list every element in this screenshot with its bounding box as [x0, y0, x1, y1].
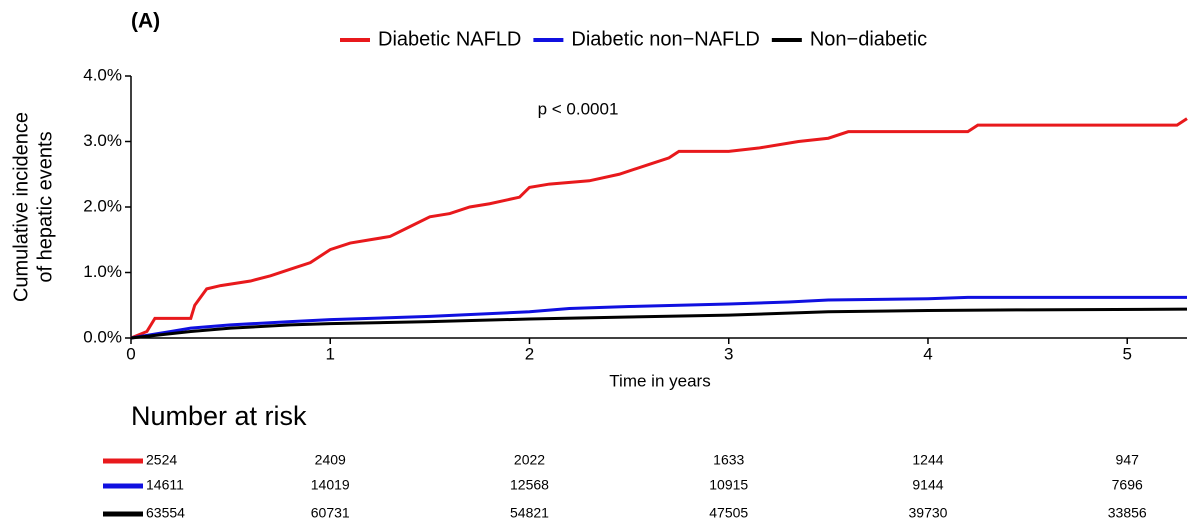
x-tick-label: 3 [724, 344, 733, 363]
risk-count: 10915 [709, 477, 748, 493]
x-tick-label: 0 [126, 344, 135, 363]
x-tick-label: 1 [326, 344, 335, 363]
risk-count: 39730 [909, 505, 948, 521]
risk-count: 7696 [1112, 477, 1143, 493]
risk-count: 12568 [510, 477, 549, 493]
panel-label: (A) [131, 10, 160, 33]
risk-count: 54821 [510, 505, 549, 521]
legend-label: Non−diabetic [810, 28, 927, 50]
x-tick-label: 5 [1122, 344, 1131, 363]
x-axis-label: Time in years [609, 371, 710, 390]
legend-label: Diabetic NAFLD [378, 28, 521, 50]
y-axis-label: Cumulative incidence [10, 112, 32, 302]
risk-count: 2524 [146, 452, 177, 468]
x-tick-label: 4 [923, 344, 932, 363]
y-tick-label: 3.0% [83, 131, 122, 150]
y-tick-label: 0.0% [83, 327, 122, 346]
risk-count: 60731 [311, 505, 350, 521]
risk-count: 2022 [514, 452, 545, 468]
series-line [130, 117, 1188, 340]
risk-count: 14611 [146, 477, 184, 493]
risk-count: 2409 [315, 452, 346, 468]
risk-count: 63554 [146, 505, 185, 521]
risk-count: 14019 [311, 477, 350, 493]
risk-title: Number at risk [131, 401, 307, 431]
risk-count: 33856 [1108, 505, 1147, 521]
y-axis-label: of hepatic events [34, 131, 56, 282]
risk-count: 947 [1116, 452, 1140, 468]
y-tick-label: 4.0% [83, 65, 122, 84]
risk-count: 1633 [713, 452, 744, 468]
risk-count: 9144 [912, 477, 943, 493]
series-line [130, 295, 1187, 340]
legend-label: Diabetic non−NAFLD [571, 28, 759, 50]
annotation: p < 0.0001 [538, 99, 619, 118]
series-line [130, 307, 1188, 340]
y-tick-label: 2.0% [83, 196, 122, 215]
x-tick-label: 2 [525, 344, 534, 363]
y-tick-label: 1.0% [83, 262, 122, 281]
risk-count: 47505 [709, 505, 748, 521]
risk-count: 1244 [912, 452, 943, 468]
